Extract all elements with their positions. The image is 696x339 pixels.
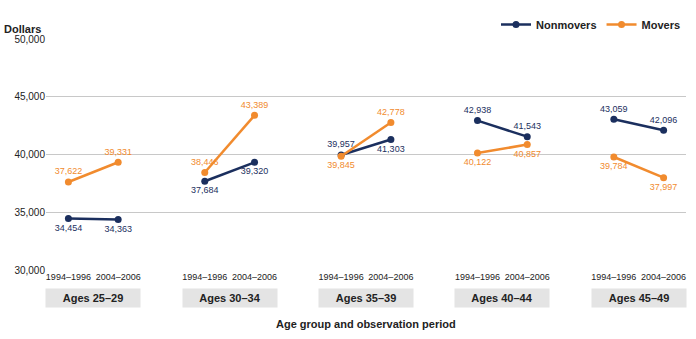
svg-text:42,096: 42,096 [650,115,678,125]
svg-text:Ages 45–49: Ages 45–49 [609,292,670,304]
svg-text:2004–2006: 2004–2006 [505,272,550,282]
svg-text:2004–2006: 2004–2006 [232,272,277,282]
svg-text:Age group and observation peri: Age group and observation period [276,318,456,330]
svg-text:1994–1996: 1994–1996 [182,272,227,282]
svg-text:Dollars: Dollars [4,23,41,35]
svg-text:Ages 35–39: Ages 35–39 [336,292,397,304]
svg-text:38,446: 38,446 [191,157,219,167]
svg-text:Nonmovers: Nonmovers [536,19,597,31]
svg-text:39,331: 39,331 [104,147,132,157]
svg-text:Ages 40–44: Ages 40–44 [471,292,532,304]
svg-text:43,059: 43,059 [600,104,628,114]
svg-text:37,997: 37,997 [650,182,678,192]
svg-text:2004–2006: 2004–2006 [368,272,413,282]
svg-text:41,303: 41,303 [377,144,405,154]
svg-text:1994–1996: 1994–1996 [319,272,364,282]
svg-text:45,000: 45,000 [14,91,45,102]
svg-text:37,684: 37,684 [191,185,219,195]
svg-text:50,000: 50,000 [14,34,45,45]
svg-text:35,000: 35,000 [14,207,45,218]
svg-text:1994–1996: 1994–1996 [455,272,500,282]
svg-text:Ages 25–29: Ages 25–29 [63,292,124,304]
svg-text:39,320: 39,320 [241,166,269,176]
svg-text:37,622: 37,622 [55,166,83,176]
svg-text:30,000: 30,000 [14,265,45,276]
svg-text:Ages 30–34: Ages 30–34 [199,292,260,304]
svg-text:41,543: 41,543 [513,121,541,131]
svg-text:40,000: 40,000 [14,149,45,160]
svg-text:40,857: 40,857 [513,149,541,159]
svg-text:42,938: 42,938 [464,105,492,115]
svg-text:39,845: 39,845 [327,160,355,170]
svg-text:39,957: 39,957 [327,139,355,149]
svg-text:1994–1996: 1994–1996 [591,272,636,282]
svg-text:39,784: 39,784 [600,161,628,171]
svg-text:Movers: Movers [642,19,681,31]
svg-text:40,122: 40,122 [464,157,492,167]
svg-text:2004–2006: 2004–2006 [96,272,141,282]
svg-text:34,454: 34,454 [55,223,83,233]
svg-text:1994–1996: 1994–1996 [46,272,91,282]
svg-text:2004–2006: 2004–2006 [641,272,686,282]
svg-text:42,778: 42,778 [377,107,405,117]
svg-text:34,363: 34,363 [104,224,132,234]
svg-text:43,389: 43,389 [241,100,269,110]
